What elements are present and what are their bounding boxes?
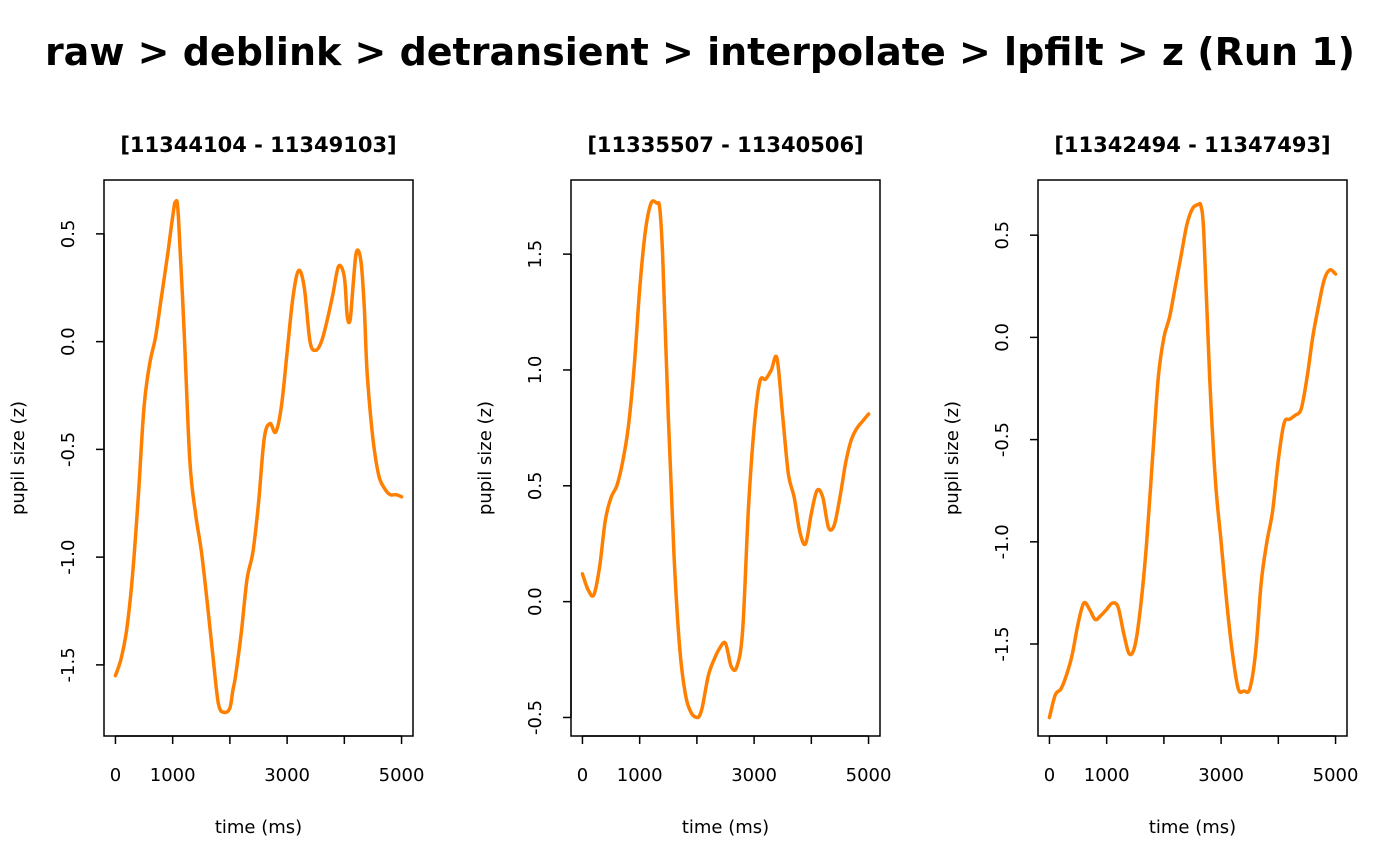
panel-2-frame (570, 179, 881, 737)
x-tick-label: 0 (110, 765, 121, 786)
y-tick-label: 0.5 (992, 221, 1013, 250)
x-tick-label: 3000 (1198, 765, 1244, 786)
panel-1-title: [11344104 - 11349103] (120, 133, 396, 157)
y-tick-label: 0.0 (992, 323, 1013, 352)
x-tick-label: 1000 (617, 765, 663, 786)
y-tick-label: 1.0 (525, 356, 546, 385)
x-tick-label: 1000 (1084, 765, 1130, 786)
panel-1-x-axis-label: time (ms) (215, 817, 302, 838)
y-tick-label: -1.0 (992, 524, 1013, 559)
x-tick-label: 5000 (379, 765, 425, 786)
y-tick-label: -0.5 (58, 432, 79, 467)
panel-3-frame (1037, 179, 1348, 737)
panel-3-y-axis-label: pupil size (z) (942, 401, 963, 515)
x-tick-label: 3000 (264, 765, 310, 786)
panel-3-title: [11342494 - 11347493] (1054, 133, 1330, 157)
x-tick-label: 5000 (846, 765, 892, 786)
y-tick-label: -1.5 (58, 647, 79, 682)
y-tick-label: 0.5 (58, 220, 79, 249)
panel-1-series-line (113, 198, 404, 715)
x-tick-label: 5000 (1313, 765, 1359, 786)
panel-2-series-line (580, 199, 871, 720)
panel-2-title: [11335507 - 11340506] (587, 133, 863, 157)
y-tick-label: -1.5 (992, 626, 1013, 661)
x-tick-label: 0 (577, 765, 588, 786)
x-tick-label: 0 (1044, 765, 1055, 786)
panel-3-x-axis-label: time (ms) (1149, 817, 1236, 838)
panel-3-series-line (1047, 201, 1338, 720)
y-tick-label: -0.5 (525, 700, 546, 735)
x-tick-label: 3000 (731, 765, 777, 786)
x-tick-label: 1000 (150, 765, 196, 786)
y-tick-label: 1.5 (525, 240, 546, 269)
panel-2-y-axis-label: pupil size (z) (475, 401, 496, 515)
y-tick-label: 0.0 (525, 587, 546, 616)
panel-1-frame (103, 179, 414, 737)
y-tick-label: -0.5 (992, 422, 1013, 457)
y-tick-label: -1.0 (58, 540, 79, 575)
figure-title: raw > deblink > detransient > interpolat… (44, 30, 1356, 74)
panel-2-x-axis-label: time (ms) (682, 817, 769, 838)
y-tick-label: 0.0 (58, 327, 79, 356)
y-tick-label: 0.5 (525, 471, 546, 500)
panel-1-y-axis-label: pupil size (z) (8, 401, 29, 515)
